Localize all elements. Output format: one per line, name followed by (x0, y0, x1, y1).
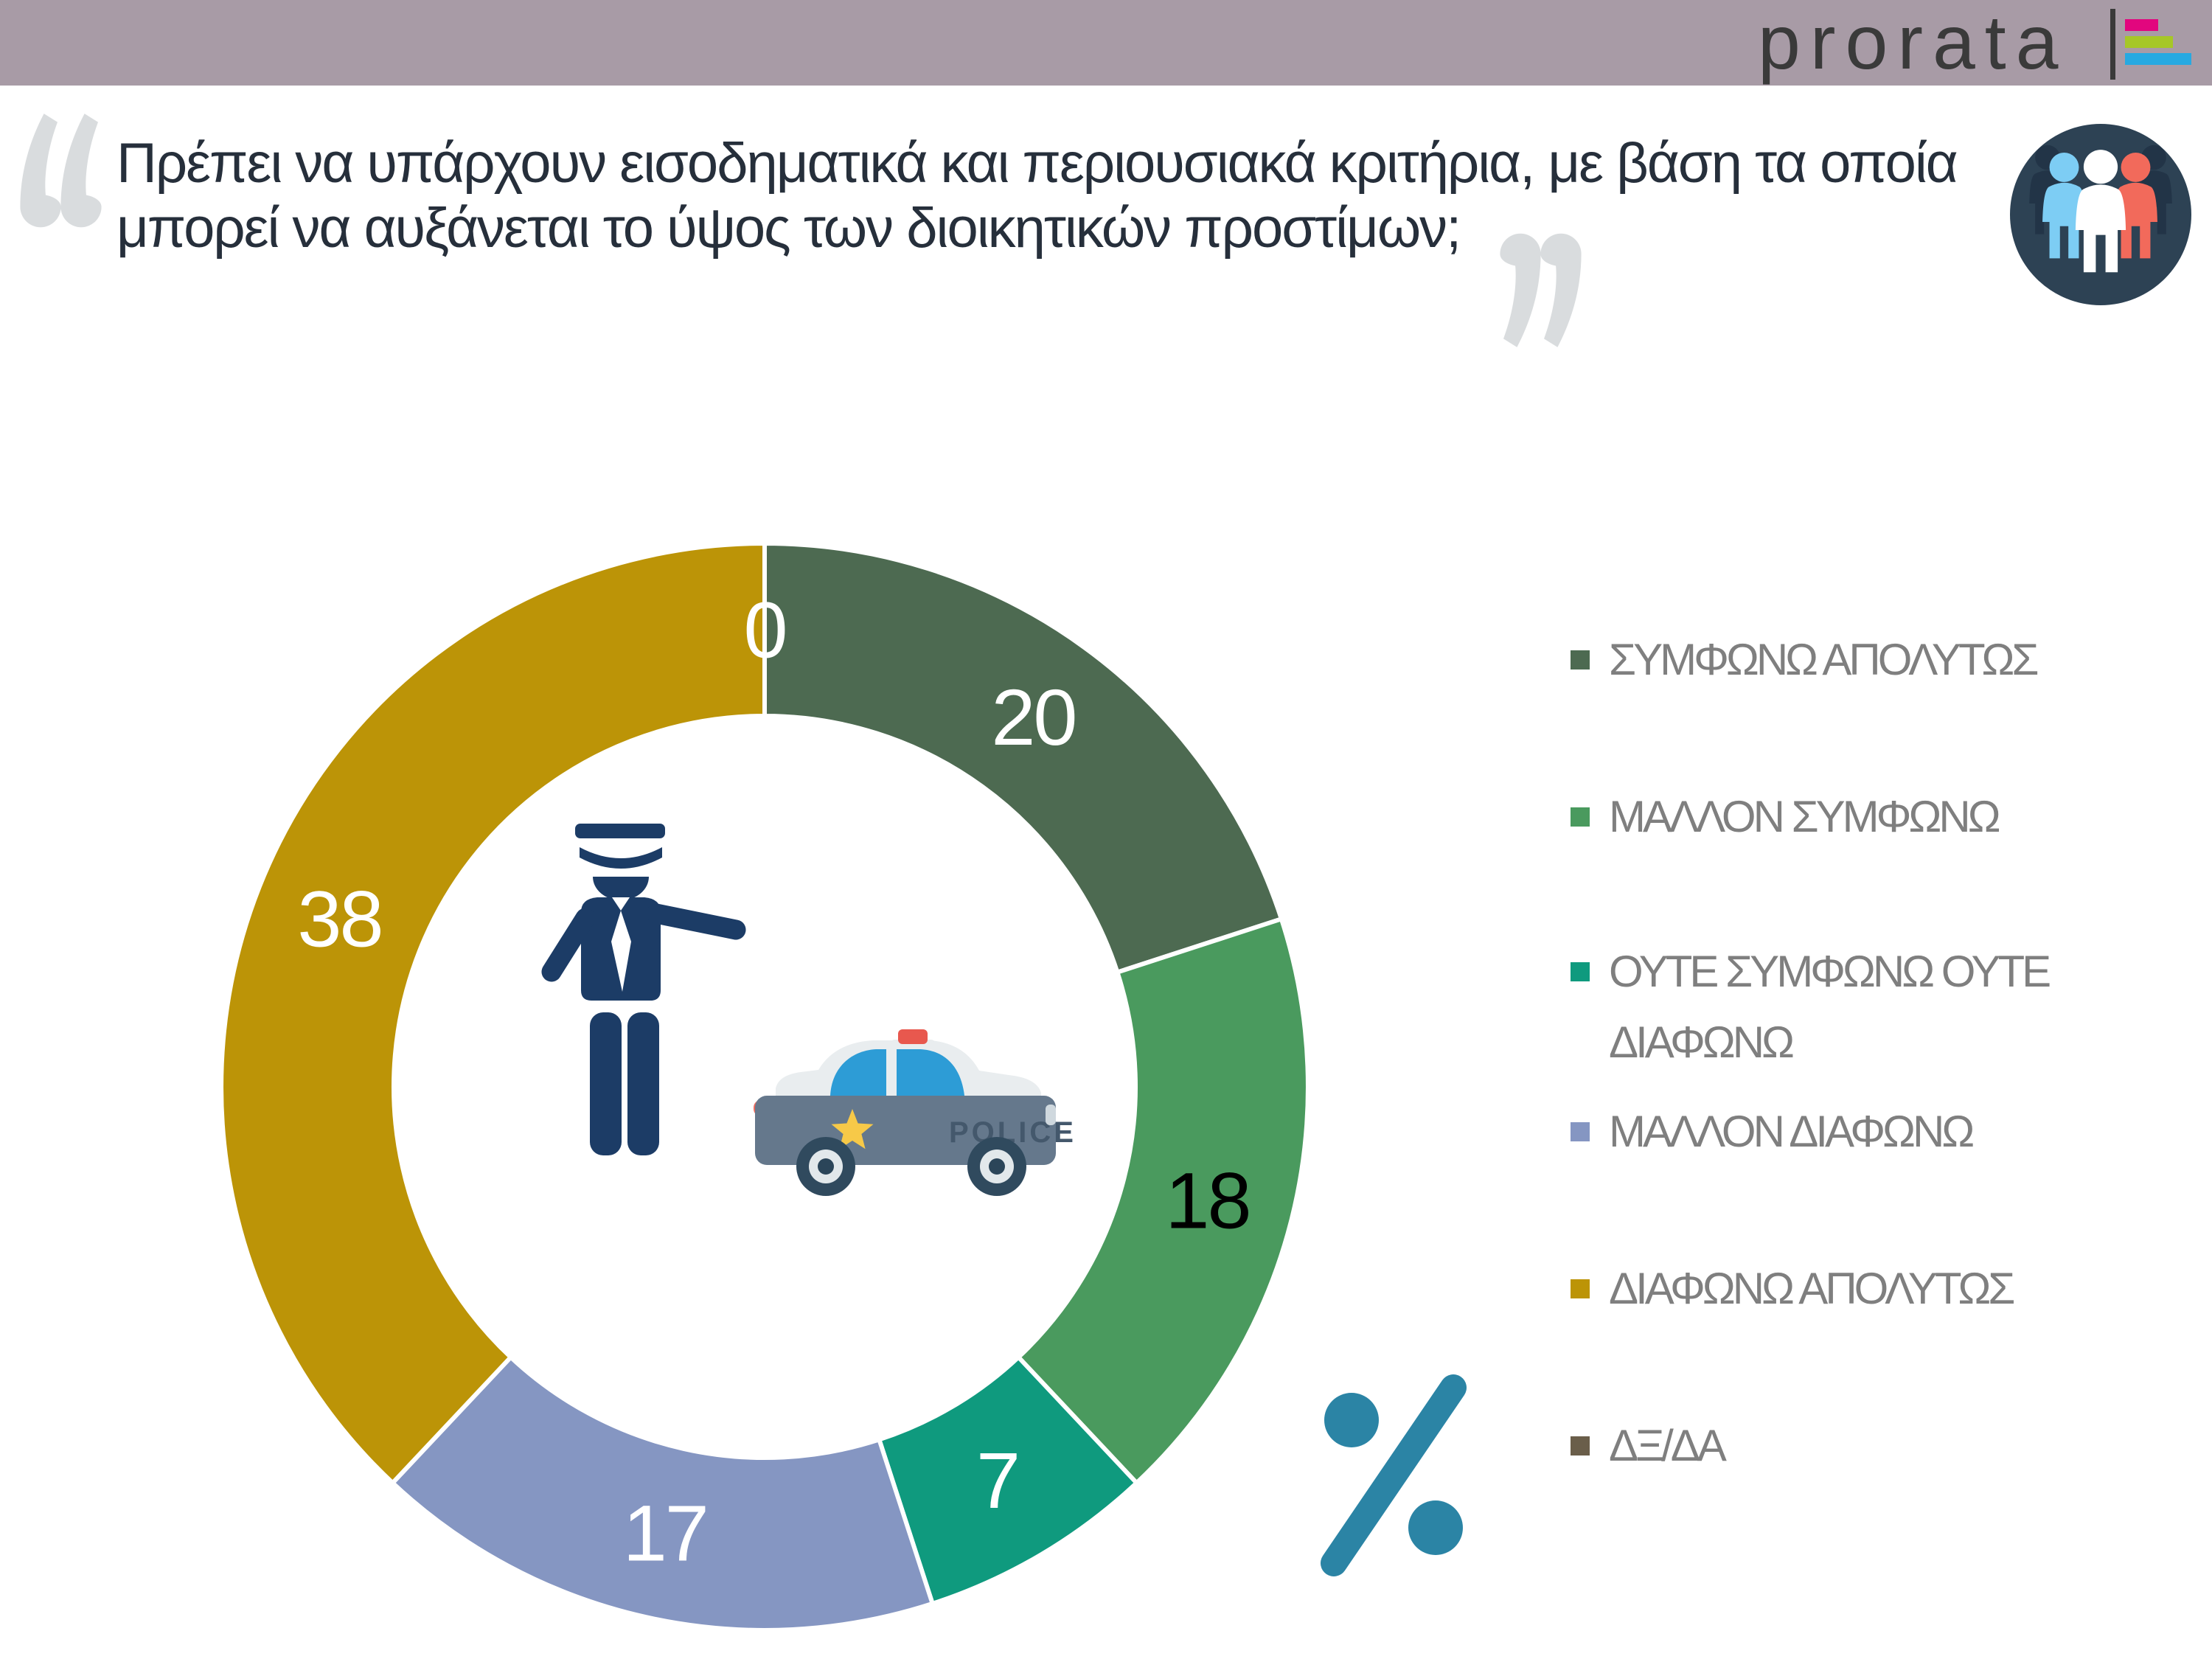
logo-bar-1 (2125, 19, 2158, 31)
legend-swatch-4 (1571, 1122, 1590, 1141)
car-rear-wheel (796, 1137, 855, 1196)
legend-item-4: ΜΑΛΛΟΝ ΔΙΑΦΩΝΩ (1571, 1096, 1975, 1167)
car-window-pillar (886, 1047, 897, 1097)
legend-label-5: ΔΙΑΦΩΝΩ ΑΠΟΛΥΤΩΣ (1609, 1264, 2015, 1313)
legend-label-2: ΜΑΛΛΟΝ ΣΥΜΦΩΝΩ (1609, 792, 2001, 841)
legend-label-1: ΣΥΜΦΩΝΩ ΑΠΟΛΥΤΩΣ (1609, 635, 2039, 684)
car-front-light (1046, 1105, 1056, 1125)
car-siren-light (898, 1029, 928, 1044)
donut-value-label-6: 0 (743, 585, 785, 675)
police-officer-icon (541, 824, 746, 1155)
logo-text: prorata (1758, 0, 2068, 86)
police-car-icon: POLICE (754, 1029, 1074, 1196)
logo-bar-3 (2125, 53, 2191, 65)
car-star-badge (831, 1109, 874, 1150)
close-quote-icon (1500, 233, 1582, 347)
legend-item-1: ΣΥΜΦΩΝΩ ΑΠΟΛΥΤΩΣ (1571, 625, 2039, 695)
legend-item-5: ΔΙΑΦΩΝΩ ΑΠΟΛΥΤΩΣ (1571, 1253, 2015, 1324)
header-bar: prorata (0, 0, 2212, 86)
donut-slice-2 (1016, 917, 1310, 1486)
legend-label-6: ΔΞ/ΔΑ (1609, 1421, 1727, 1470)
donut-value-label-2: 18 (1165, 1156, 1249, 1245)
question-line-2: μπορεί να αυξάνεται το ύψος των διοικητι… (116, 197, 1461, 260)
question-text: Πρέπει να υπάρχουν εισοδηματικά και περι… (116, 131, 2019, 261)
donut-chart: 20 18 7 17 38 0 (219, 541, 1310, 1632)
open-quote-icon (20, 114, 102, 228)
percent-icon (1321, 1374, 1467, 1576)
logo-bar-2 (2125, 36, 2173, 48)
legend-swatch-6 (1571, 1436, 1590, 1455)
donut-slice-1 (762, 541, 1284, 975)
legend-swatch-2 (1571, 807, 1590, 827)
legend-swatch-5 (1571, 1279, 1590, 1298)
donut-slice-4 (390, 1354, 935, 1632)
legend-label-3: ΟΥΤΕ ΣΥΜΦΩΝΩ ΟΥΤΕ ΔΙΑΦΩΝΩ (1609, 947, 2051, 1067)
legend-item-6: ΔΞ/ΔΑ (1571, 1411, 1727, 1481)
people-icon (2010, 124, 2191, 305)
donut-value-label-4: 17 (623, 1489, 707, 1578)
car-front-wheel (967, 1137, 1026, 1196)
donut-value-label-1: 20 (991, 672, 1075, 762)
question-line-1: Πρέπει να υπάρχουν εισοδηματικά και περι… (116, 132, 1958, 195)
logo-bars-icon (2125, 19, 2193, 68)
legend-label-4: ΜΑΛΛΟΝ ΔΙΑΦΩΝΩ (1609, 1107, 1975, 1156)
donut-value-label-5: 38 (297, 874, 381, 963)
legend-swatch-3 (1571, 962, 1590, 981)
legend-item-2: ΜΑΛΛΟΝ ΣΥΜΦΩΝΩ (1571, 782, 2001, 852)
donut-slice-5 (219, 541, 767, 1486)
logo-divider (2110, 9, 2115, 80)
car-windows (830, 1049, 964, 1096)
donut-value-label-3: 7 (976, 1436, 1018, 1525)
legend-swatch-1 (1571, 650, 1590, 669)
legend-item-3: ΟΥΤΕ ΣΥΜΦΩΝΩ ΟΥΤΕ ΔΙΑΦΩΝΩ (1571, 936, 2051, 1078)
